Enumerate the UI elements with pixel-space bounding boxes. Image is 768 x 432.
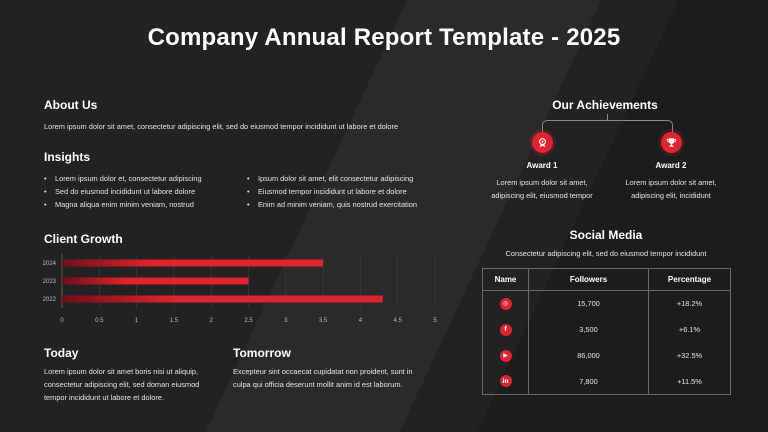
table-row: in 7,800 +11.5% xyxy=(482,368,731,395)
percentage-cell: +32.5% xyxy=(648,342,731,369)
followers-cell: 86,000 xyxy=(528,342,649,369)
insights-section: Insights • Lorem ipsum dolor et, consecte… xyxy=(44,150,464,211)
youtube-icon: ▶ xyxy=(499,349,512,362)
y-tick-label: 2024 xyxy=(43,261,57,267)
x-tick-label: 4 xyxy=(359,318,363,324)
tomorrow-heading: Tomorrow xyxy=(233,346,291,360)
followers-cell: 3,500 xyxy=(528,316,649,343)
bar xyxy=(62,277,249,285)
column-header: Percentage xyxy=(648,268,731,291)
today-section: Today Lorem ipsum dolor sit amet boris n… xyxy=(44,346,224,404)
x-tick-label: 1.5 xyxy=(170,318,179,324)
medal-icon xyxy=(531,132,553,153)
x-tick-label: 2 xyxy=(210,318,214,324)
insight-item: • Sed do eiusmod incididunt ut labore dol… xyxy=(44,187,196,196)
platform-cell: in xyxy=(482,368,529,395)
table-row: f 3,500 +6.1% xyxy=(482,316,731,343)
bar xyxy=(62,259,324,267)
followers-cell: 15,700 xyxy=(528,290,649,317)
about-section: About Us Lorem ipsum dolor sit amet, con… xyxy=(44,98,464,133)
achievements-section: Our Achievements Award 1 Lorem ipsum dol… xyxy=(480,98,730,200)
award-card: Award 2 Lorem ipsum dolor sit amet, adip… xyxy=(611,132,731,202)
table-row: ▶ 86,000 +32.5% xyxy=(482,342,731,369)
bar xyxy=(62,295,383,303)
connector-line xyxy=(542,120,673,134)
today-heading: Today xyxy=(44,346,79,360)
insight-item: • Ipsum dolor sit amet, elit consectetur … xyxy=(247,174,414,183)
y-tick-label: 2022 xyxy=(43,297,57,303)
x-tick-label: 1 xyxy=(135,318,139,324)
percentage-cell: +6.1% xyxy=(648,316,731,343)
connector-line xyxy=(607,114,608,120)
award-card: Award 1 Lorem ipsum dolor sit amet, adip… xyxy=(482,132,602,202)
insights-heading: Insights xyxy=(44,150,91,164)
social-heading: Social Media xyxy=(569,228,643,242)
today-text: Lorem ipsum dolor sit amet boris nisi ut… xyxy=(44,367,200,402)
linkedin-icon: in xyxy=(499,375,512,388)
x-tick-label: 0 xyxy=(60,318,64,324)
x-tick-label: 5 xyxy=(433,318,437,324)
column-header: Name xyxy=(482,268,529,291)
platform-cell: ▶ xyxy=(482,342,529,369)
column-header: Followers xyxy=(528,268,649,291)
tomorrow-text: Excepteur sint occaecat cupidatat non pr… xyxy=(233,367,413,389)
award-text: Lorem ipsum dolor sit amet, adipiscing e… xyxy=(491,178,593,200)
table-row: ◎ 15,700 +18.2% xyxy=(482,290,731,317)
insights-left-list: • Lorem ipsum dolor et, consectetur adipi… xyxy=(44,172,247,211)
social-media-table: Name Followers Percentage ◎ 15,700 +18.2… xyxy=(482,268,731,395)
x-tick-label: 3.5 xyxy=(319,318,328,324)
instagram-icon: ◎ xyxy=(499,297,512,310)
insight-item: • Enim ad minim veniam, quis nostrud exer… xyxy=(247,200,417,209)
client-growth-chart: 0 0.5 1 1.5 2 2.5 3 3.5 4 4.5 5 2024 2023 2022 xyxy=(43,254,437,324)
achievements-heading: Our Achievements xyxy=(552,98,658,112)
award-name: Award 2 xyxy=(655,161,687,170)
award-name: Award 1 xyxy=(526,161,558,170)
client-growth-section: Client Growth xyxy=(44,232,123,252)
insights-right-list: • Ipsum dolor sit amet, elit consectetur … xyxy=(247,172,450,211)
x-tick-label: 4.5 xyxy=(394,318,403,324)
social-subtitle: Consectetur adipiscing elit, sed do eius… xyxy=(505,249,707,258)
followers-cell: 7,800 xyxy=(528,368,649,395)
facebook-icon: f xyxy=(499,323,512,336)
trophy-icon xyxy=(660,132,682,153)
x-tick-label: 2.5 xyxy=(244,318,253,324)
social-media-section: Social Media Consectetur adipiscing elit… xyxy=(480,228,732,258)
insight-item: • Lorem ipsum dolor et, consectetur adipi… xyxy=(44,174,202,183)
insight-item: • Eiusmod tempor incididunt ut labore et … xyxy=(247,187,407,196)
y-tick-label: 2023 xyxy=(43,279,57,285)
about-heading: About Us xyxy=(44,98,98,112)
x-tick-label: 3 xyxy=(284,318,288,324)
award-text: Lorem ipsum dolor sit amet, adipiscing e… xyxy=(625,178,717,200)
x-tick-label: 0.5 xyxy=(95,318,104,324)
page-title: Company Annual Report Template - 2025 xyxy=(147,24,621,51)
insight-item: • Magna aliqua enim minim veniam, nostrud xyxy=(44,200,194,209)
platform-cell: f xyxy=(482,316,529,343)
platform-cell: ◎ xyxy=(482,290,529,317)
percentage-cell: +11.5% xyxy=(648,368,731,395)
table-header-row: Name Followers Percentage xyxy=(482,268,731,291)
about-text: Lorem ipsum dolor sit amet, consectetur … xyxy=(44,122,399,131)
tomorrow-section: Tomorrow Excepteur sint occaecat cupidat… xyxy=(233,346,423,391)
client-growth-heading: Client Growth xyxy=(44,232,123,246)
percentage-cell: +18.2% xyxy=(648,290,731,317)
